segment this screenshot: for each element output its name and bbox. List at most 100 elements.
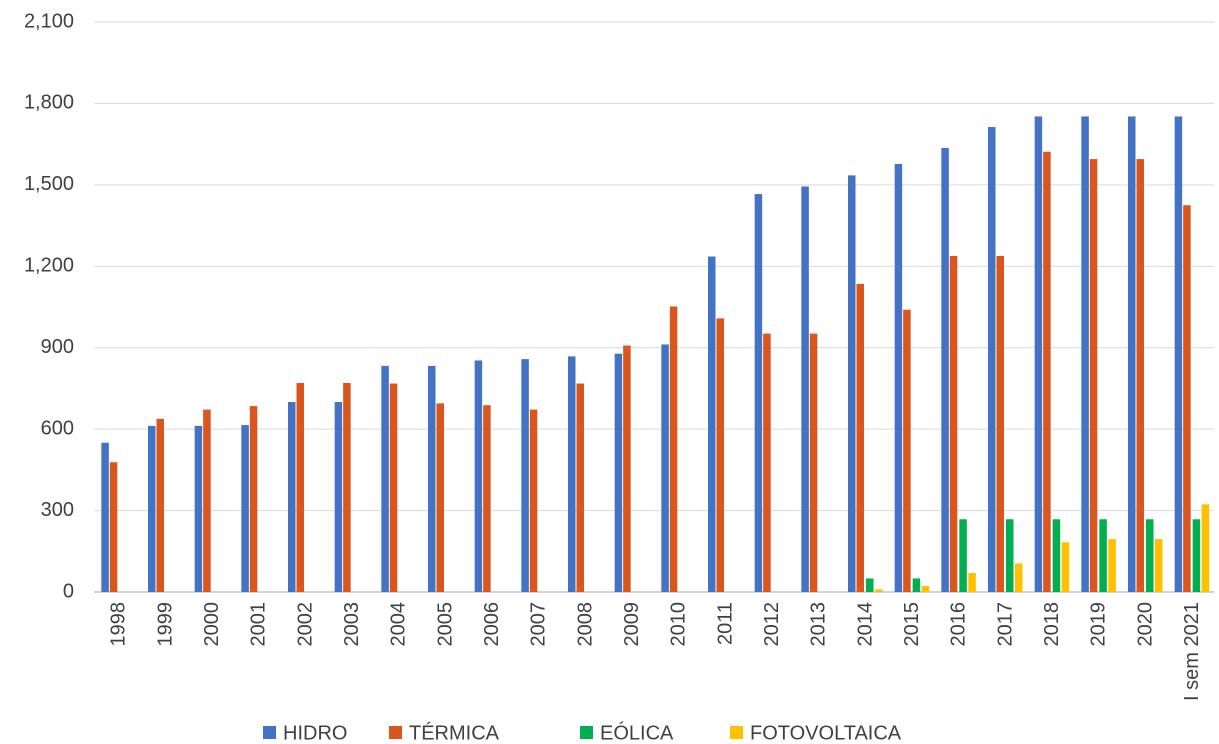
bar (483, 405, 491, 592)
y-tick-label: 0 (63, 580, 74, 602)
legend-swatch (580, 726, 593, 739)
y-tick-label: 1,500 (24, 173, 74, 195)
bar (1192, 519, 1201, 592)
x-tick-label: 2009 (621, 602, 643, 647)
bar (521, 359, 529, 592)
bar (856, 283, 864, 592)
bar (203, 409, 211, 592)
bar (1081, 116, 1089, 592)
bar (156, 418, 164, 592)
bar (1155, 539, 1163, 592)
bar (529, 409, 538, 592)
x-tick-label: 2004 (388, 602, 410, 647)
bar (1006, 519, 1014, 592)
legend-label: HIDRO (283, 722, 347, 744)
bar (296, 383, 304, 592)
bar (754, 194, 763, 593)
y-tick-label: 600 (41, 417, 74, 439)
bar (576, 383, 584, 592)
y-tick-label: 2,100 (24, 10, 74, 32)
bar (1108, 539, 1116, 592)
bar (623, 345, 631, 592)
x-tick-label: 2003 (341, 602, 363, 647)
x-tick-label: 2017 (994, 602, 1016, 647)
bar (708, 256, 716, 592)
bar (848, 175, 856, 592)
x-tick-label: 2014 (854, 602, 876, 647)
bar (436, 403, 444, 592)
x-tick-label: 2000 (201, 602, 223, 647)
y-tick-label: 300 (41, 499, 74, 521)
bar (1136, 159, 1144, 593)
bar (1146, 519, 1154, 592)
legend-swatch (263, 726, 276, 739)
bar (194, 425, 203, 592)
x-tick-label: 2008 (574, 602, 596, 647)
bar (866, 578, 874, 592)
bar (716, 318, 724, 592)
legend-swatch (389, 726, 402, 739)
bar (912, 578, 921, 592)
bar (1015, 563, 1023, 592)
bar (1034, 116, 1043, 592)
bar (801, 186, 809, 592)
bar (903, 309, 911, 592)
bar (763, 333, 771, 592)
bar (1061, 542, 1070, 592)
bar (288, 402, 296, 592)
bar (101, 442, 109, 592)
bar (669, 306, 678, 592)
bar (1089, 159, 1098, 593)
x-tick-label: 2013 (808, 602, 830, 647)
bar (148, 425, 156, 592)
bar (568, 356, 576, 592)
x-tick-label: 2002 (294, 602, 316, 647)
legend-label: FOTOVOLTAICA (750, 722, 902, 744)
bar (921, 586, 930, 592)
bar (1052, 519, 1061, 592)
x-tick-label: 2011 (714, 602, 736, 645)
bar (249, 406, 258, 592)
x-tick-label: 2015 (901, 602, 923, 647)
x-tick-label: 1999 (154, 602, 176, 647)
legend-label: TÉRMICA (409, 721, 500, 744)
x-tick-label: 2019 (1088, 602, 1110, 647)
x-tick-label: 2016 (948, 602, 970, 647)
x-tick-label: I sem 2021 (1181, 602, 1203, 701)
x-tick-label: 2005 (434, 602, 456, 647)
bar (1201, 504, 1210, 592)
x-tick-label: 1998 (108, 602, 130, 647)
bar (959, 519, 967, 592)
bar (343, 383, 351, 592)
bar (661, 344, 669, 592)
bar (109, 462, 118, 592)
bar (1174, 116, 1183, 592)
bar (809, 333, 818, 592)
x-tick-label: 2006 (481, 602, 503, 647)
bar (988, 127, 996, 593)
x-tick-label: 2012 (761, 602, 783, 647)
bar (1183, 205, 1191, 592)
bar (1099, 519, 1107, 592)
bar (1128, 116, 1136, 592)
bar (381, 365, 389, 592)
bar (241, 425, 249, 592)
y-tick-label: 900 (41, 336, 74, 358)
bar (614, 353, 623, 592)
legend-swatch (730, 726, 743, 739)
bar (474, 360, 483, 592)
bar (334, 402, 343, 592)
x-tick-label: 2020 (1134, 602, 1156, 647)
bar (875, 589, 883, 592)
x-tick-label: 2007 (528, 602, 550, 647)
bar (996, 255, 1004, 592)
bar (389, 383, 398, 592)
bar (894, 163, 903, 592)
x-tick-label: 2010 (668, 602, 690, 647)
bar (1043, 151, 1051, 592)
legend-label: EÓLICA (600, 721, 674, 744)
y-tick-label: 1,200 (24, 255, 74, 277)
bar (941, 147, 949, 592)
y-tick-label: 1,800 (24, 92, 74, 114)
